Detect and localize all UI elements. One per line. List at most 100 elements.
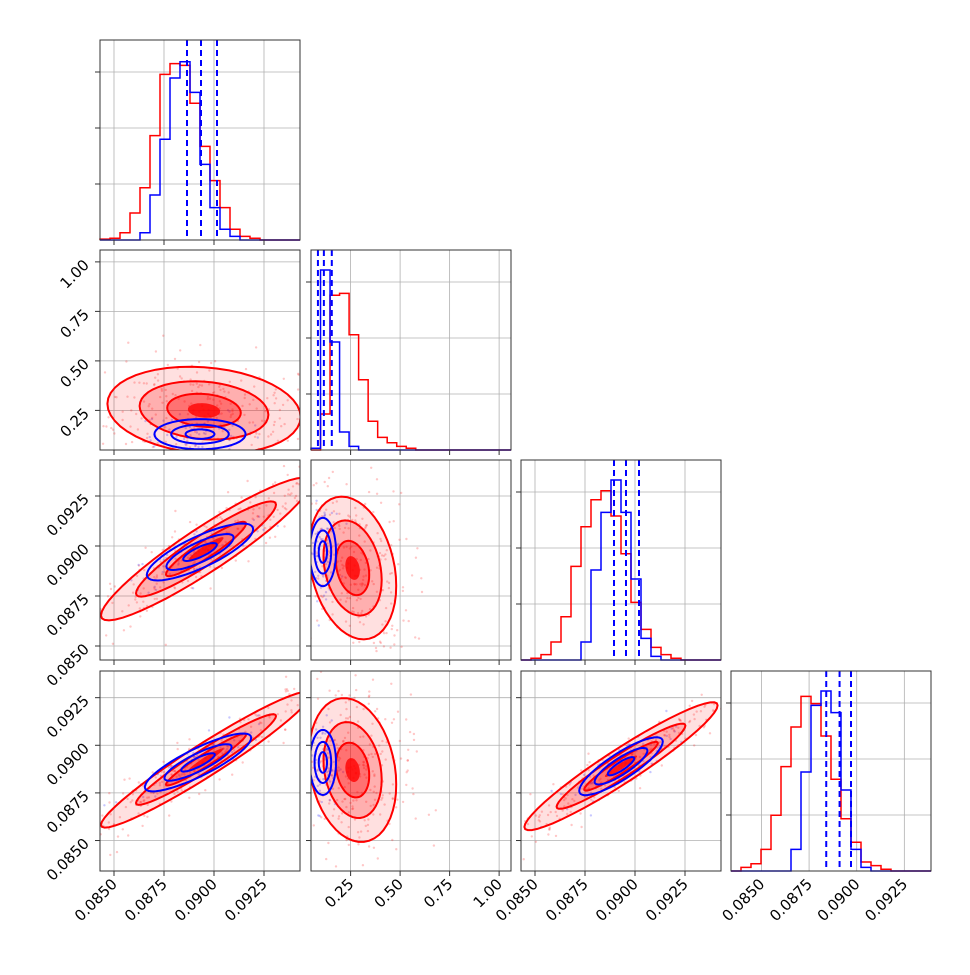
scatter-point-series-b [205,526,208,529]
scatter-point-series-b [274,388,277,391]
scatter-point-series-b [555,814,559,818]
scatter-point-series-b [693,744,696,747]
scatter-point-series-b [699,710,703,713]
scatter-point-series-b [163,565,166,568]
scatter-point-series-b [380,539,383,543]
scatter-point-series-b [732,697,734,699]
scatter-point-series-b [135,412,138,416]
scatter-point-series-b [200,384,204,387]
scatter-point-series-b [344,775,348,778]
scatter-point-series-a [330,719,333,722]
scatter-point-series-a [326,527,330,530]
scatter-point-series-a [177,563,180,566]
contour-series-a [170,423,230,445]
scatter-point-series-b [580,787,584,790]
scatter-point-series-b [365,800,368,803]
scatter-point-series-b [108,801,111,804]
scatter-point-series-b [371,722,374,725]
scatter-point-series-b [286,439,289,442]
scatter-point-series-b [352,641,355,644]
scatter-point-series-b [354,519,357,522]
scatter-point-series-b [118,816,122,819]
scatter-point-series-b [326,752,329,755]
scatter-point-series-b [382,554,386,558]
scatter-point-series-a [319,537,323,541]
density-core-series-b [345,556,360,580]
contour-series-a [593,747,649,786]
scatter-point-series-b [347,843,350,847]
scatter-point-series-b [311,760,314,763]
scatter-point-series-b [228,380,231,383]
scatter-point-series-b [237,527,240,530]
scatter-point-series-b [408,730,412,734]
scatter-point-series-b [156,373,160,376]
scatter-point-series-b [127,341,130,344]
scatter-point-series-b [75,403,77,405]
scatter-point-series-b [334,865,338,868]
scatter-point-series-a [194,416,198,419]
scatter-point-series-b [160,389,164,392]
scatter-point-series-b [283,747,285,749]
scatter-point-series-b [248,403,251,406]
scatter-point-series-b [218,510,221,514]
scatter-point-series-b [234,520,237,523]
scatter-point-series-b [145,609,149,612]
joint-content [75,334,384,450]
scatter-point-series-b [552,783,555,786]
scatter-point-series-b [362,735,365,738]
scatter-point-series-a [196,754,199,757]
scatter-point-series-a [144,419,147,423]
scatter-point-series-b [563,805,566,808]
scatter-point-series-b [282,741,285,745]
scatter-point-series-b [107,416,110,419]
scatter-point-series-b [347,811,350,814]
scatter-point-series-b [347,527,350,530]
scatter-point-series-b [122,629,126,632]
scatter-point-series-a [337,766,340,769]
scatter-point-series-b [568,783,571,786]
contour-series-b [100,691,300,829]
scatter-point-series-a [322,575,325,578]
scatter-point-series-b [369,788,372,792]
x-tick-label: 0.0875 [542,875,592,925]
scatter-point-series-b [382,429,384,431]
scatter-point-series-a [642,742,645,746]
scatter-point-series-b [390,544,393,547]
scatter-point-series-b [343,526,347,530]
scatter-point-series-b [405,783,408,787]
scatter-point-series-b [224,540,227,544]
scatter-point-series-a [257,515,261,518]
scatter-point-series-b [180,789,183,792]
scatter-point-series-a [322,778,325,781]
scatter-point-series-b [288,493,292,496]
scatter-point-series-b [566,812,569,816]
scatter-point-series-b [121,410,124,413]
scatter-point-series-b [296,437,300,441]
scatter-point-series-a [315,499,318,502]
scatter-point-series-b [48,650,50,652]
scatter-point-series-b [243,393,247,396]
scatter-point-series-b [188,796,191,799]
contour-series-a [143,732,253,793]
scatter-point-series-b [653,742,656,746]
contour-series-b [166,392,242,429]
contour-series-b [106,365,300,450]
scatter-point-series-b [379,537,382,541]
scatter-point-series-b [374,752,377,756]
scatter-point-series-b [162,334,165,337]
scatter-point-series-b [406,759,409,762]
scatter-point-series-b [282,377,285,380]
scatter-point-series-b [271,430,275,433]
scatter-point-series-b [396,710,400,713]
scatter-point-series-b [283,422,286,426]
histogram-series-a [310,269,511,451]
scatter-point-series-b [349,583,352,586]
scatter-point-series-b [316,697,320,700]
scatter-point-series-b [534,840,538,843]
scatter-point-series-b [390,721,394,724]
scatter-point-series-b [211,391,215,395]
scatter-point-series-b [359,735,362,739]
scatter-point-series-b [305,589,307,591]
scatter-point-series-b [20,681,22,683]
